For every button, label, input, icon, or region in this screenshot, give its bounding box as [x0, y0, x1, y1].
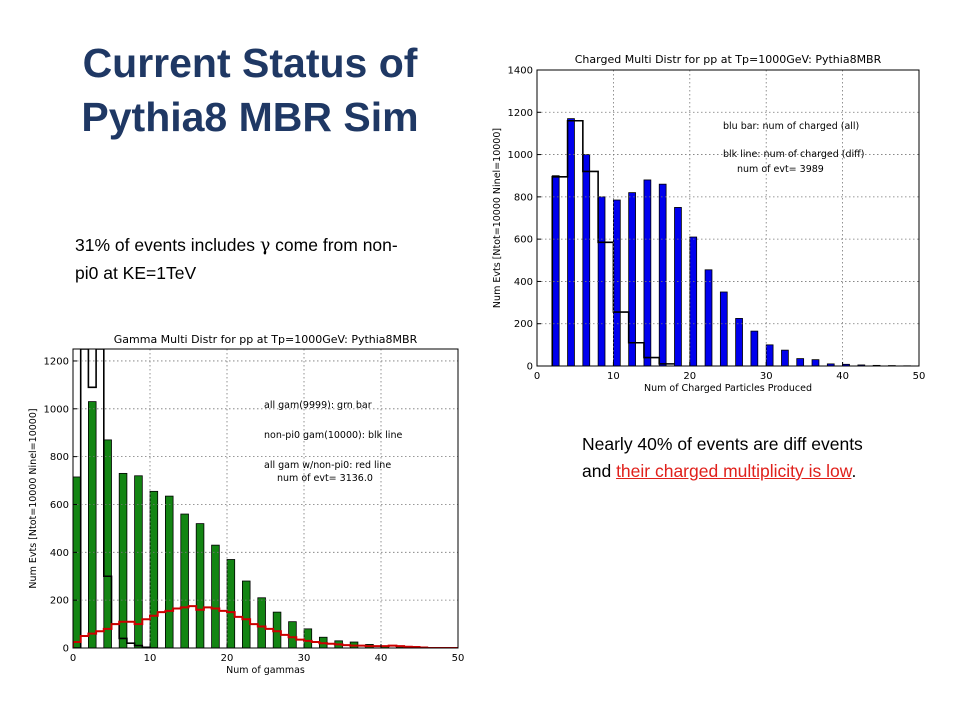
charged-bar-0 — [551, 175, 560, 366]
gamma-bar-10 — [226, 559, 236, 648]
charged-bar-1 — [567, 118, 575, 366]
diff-note-pre: Nearly 40% of events are diff events and — [582, 434, 863, 481]
charged-bar-16 — [796, 358, 805, 366]
gamma-ytick-label-2: 400 — [50, 548, 69, 559]
charged-ytick-label-6: 1200 — [508, 108, 533, 119]
charged-x-axis-label: Num of Charged Particles Produced — [644, 383, 812, 394]
charged-annotation-2: num of evt= 3989 — [737, 164, 824, 175]
charged-bar-9 — [689, 236, 698, 366]
charged-bar-20 — [857, 364, 866, 366]
charged-chart-title: Charged Multi Distr for pp at Tp=1000GeV… — [575, 53, 882, 66]
charged-bar-13 — [750, 330, 759, 366]
gamma-bar-15 — [303, 628, 313, 648]
charged-bar-4 — [613, 199, 621, 366]
charged-bar-5 — [628, 192, 636, 366]
gamma-bar-5 — [149, 490, 159, 648]
charged-xtick-label-0: 0 — [534, 371, 540, 382]
gamma-chart: 0 10 20 30 40 50 0 200 400 600 800 1000 1200 Gamma Mu… — [28, 333, 464, 676]
charged-bar-17 — [811, 359, 820, 366]
charged-bar-6 — [643, 179, 652, 366]
gamma-bar-12 — [257, 597, 266, 648]
gamma-chart-title: Gamma Multi Distr for pp at Tp=1000GeV: … — [114, 333, 418, 346]
gamma-frame — [72, 348, 459, 649]
charged-ytick-label-3: 600 — [514, 235, 533, 246]
charged-plot-area — [537, 70, 919, 366]
charged-xtick-label-4: 40 — [836, 371, 849, 382]
gamma-ytick-label-6: 1200 — [44, 356, 69, 367]
gamma-note: 31% of events includes γ come from non-p… — [75, 232, 405, 287]
gamma-ytick-label-1: 200 — [50, 596, 69, 607]
gamma-bar-0 — [73, 476, 82, 648]
gamma-annotation-0: all gam(9999): grn bar — [264, 400, 372, 411]
gamma-bar-1 — [88, 401, 97, 648]
slide-title-line1: Current Status of — [82, 40, 418, 86]
gamma-bar-7 — [180, 513, 189, 648]
gamma-xtick-label-1: 10 — [144, 653, 157, 664]
gamma-xtick-label-0: 0 — [70, 653, 76, 664]
charged-ytick-label-5: 1000 — [508, 150, 533, 161]
gamma-annotation-3: num of evt= 3136.0 — [277, 473, 373, 484]
charged-xtick-label-5: 50 — [913, 371, 926, 382]
charged-ytick-label-7: 1400 — [508, 66, 533, 77]
gamma-ytick-label-0: 0 — [63, 644, 69, 655]
gamma-annotation-2: all gam w/non-pi0: red line — [264, 460, 391, 471]
gamma-note-post: come from non-pi0 at KE=1TeV — [75, 235, 398, 283]
gamma-y-axis-label: Num Evts [Ntot=10000 Ninel=10000] — [28, 408, 39, 588]
slide-title-line2: Pythia8 MBR Sim — [81, 94, 419, 140]
gamma-xtick-label-3: 30 — [298, 653, 311, 664]
charged-ytick-label-2: 400 — [514, 277, 533, 288]
gamma-xtick-label-5: 50 — [452, 653, 465, 664]
gamma-x-axis-label: Num of gammas — [226, 665, 305, 676]
charged-ytick-label-0: 0 — [527, 362, 533, 373]
gamma-note-pre: 31% of events includes — [75, 235, 260, 255]
charged-xtick-label-3: 30 — [760, 371, 773, 382]
charged-bar-8 — [674, 207, 682, 366]
gamma-step-line-2 — [73, 605, 458, 648]
charged-bar-7 — [658, 183, 667, 366]
charged-bar-10 — [704, 269, 713, 366]
gamma-bar-2 — [103, 439, 112, 648]
gamma-bar-8 — [195, 523, 205, 648]
charged-annotation-0: blu bar: num of charged (all) — [723, 121, 859, 132]
gamma-bar-6 — [164, 495, 174, 648]
gamma-xtick-label-4: 40 — [375, 653, 388, 664]
diff-note: Nearly 40% of events are diff events and… — [582, 431, 882, 485]
charged-ytick-label-4: 800 — [514, 192, 533, 203]
diff-note-highlight: their charged multiplicity is low — [616, 461, 852, 481]
charged-bar-15 — [781, 349, 789, 366]
gamma-bar-11 — [241, 580, 251, 648]
charged-ytick-label-1: 200 — [514, 319, 533, 330]
charged-bar-12 — [735, 318, 743, 366]
gamma-data — [73, 349, 458, 648]
gamma-bar-3 — [118, 472, 128, 648]
gamma-bar-9 — [211, 544, 220, 648]
charged-annotation-1: blk line: num of charged (diff) — [723, 149, 864, 160]
diff-note-post: . — [851, 461, 857, 481]
charged-bar-11 — [719, 291, 728, 366]
gamma-xtick-label-2: 20 — [221, 653, 234, 664]
charged-chart: 0 10 20 30 40 50 0 200 400 600 800 1000 1200 1400 Char… — [492, 53, 925, 394]
slide-title: Current Status of Pythia8 MBR Sim — [40, 36, 460, 144]
gamma-bar-4 — [134, 475, 143, 648]
charged-y-axis-label: Num Evts [Ntot=10000 Ninel=10000] — [492, 128, 503, 308]
gamma-bar-14 — [288, 621, 297, 648]
charged-xtick-label-2: 20 — [683, 371, 696, 382]
gamma-ytick-label-4: 800 — [50, 452, 69, 463]
gamma-bar-13 — [272, 611, 282, 648]
gamma-ytick-label-3: 600 — [50, 500, 69, 511]
gamma-symbol: γ — [259, 236, 271, 256]
charged-bar-14 — [765, 344, 774, 366]
charged-xtick-label-1: 10 — [607, 371, 620, 382]
charged-bar-2 — [582, 154, 591, 366]
gamma-annotation-1: non-pi0 gam(10000): blk line — [264, 430, 402, 441]
charged-frame — [536, 69, 920, 367]
gamma-ytick-label-5: 1000 — [44, 404, 69, 415]
